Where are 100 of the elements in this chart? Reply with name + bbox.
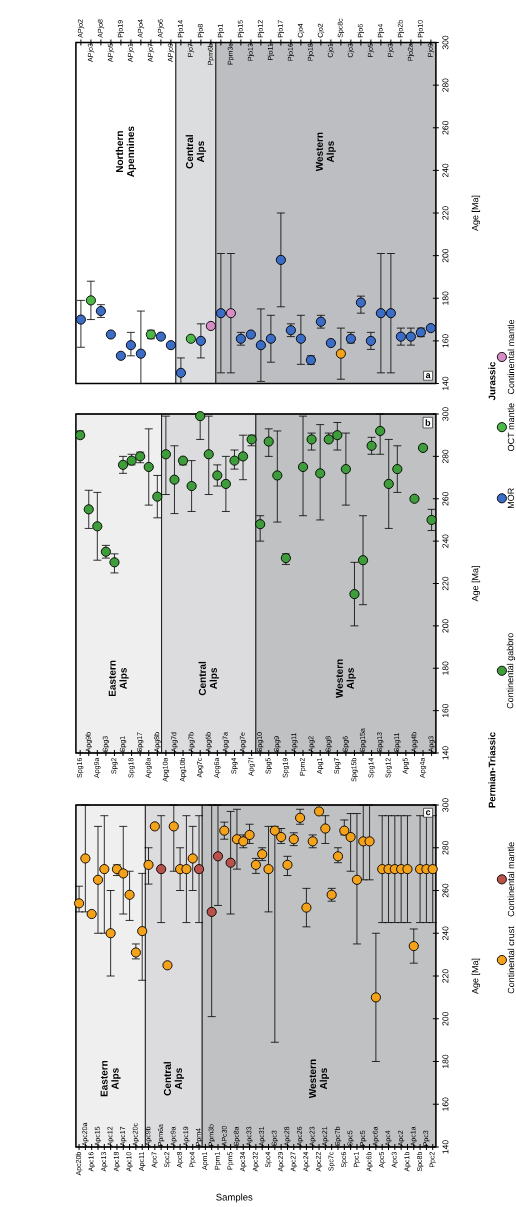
legend-label: Continental gabbro xyxy=(506,633,516,709)
band-label: Eastern Alps xyxy=(108,660,129,697)
y-tick-label: 180 xyxy=(442,661,449,675)
band-label: Eastern Alps xyxy=(100,1060,121,1097)
point xyxy=(74,898,85,909)
point xyxy=(205,320,216,332)
point xyxy=(124,889,135,900)
point xyxy=(255,340,266,351)
y-tick-label: 160 xyxy=(442,334,449,348)
legend-label: Continental mantle xyxy=(507,319,515,395)
point xyxy=(314,806,325,817)
point xyxy=(130,947,141,958)
band-label: Western Alps xyxy=(315,132,336,172)
point xyxy=(425,323,436,334)
legend-label: OCT mantle xyxy=(507,403,515,451)
point xyxy=(203,449,214,460)
point xyxy=(187,853,198,864)
y-tick-label: 180 xyxy=(442,1054,449,1068)
point xyxy=(75,314,87,325)
point xyxy=(143,461,154,473)
y-tick-label: 280 xyxy=(442,78,449,92)
legend-label: Continental crust xyxy=(507,926,515,994)
point xyxy=(345,832,356,843)
point xyxy=(335,348,346,359)
point xyxy=(135,348,146,359)
point xyxy=(185,333,196,344)
y-tick-label: 260 xyxy=(442,121,449,135)
y-tick-label: 260 xyxy=(442,883,449,898)
band-label: Central Alps xyxy=(185,135,207,169)
y-tick-label: 300 xyxy=(442,407,449,421)
point xyxy=(99,864,110,875)
point xyxy=(152,491,163,502)
point xyxy=(339,825,350,836)
point xyxy=(358,555,369,566)
point xyxy=(155,331,166,342)
point xyxy=(301,902,312,913)
annotation: b xyxy=(425,419,431,426)
point xyxy=(105,928,116,939)
point xyxy=(295,812,306,823)
y-tick-label: 200 xyxy=(442,248,449,263)
point xyxy=(315,468,326,479)
point xyxy=(225,857,236,868)
point xyxy=(93,874,104,885)
y-tick-label: 160 xyxy=(442,1097,449,1111)
y-tick-label: 180 xyxy=(442,291,449,305)
point xyxy=(219,825,230,836)
y-tick-label: 300 xyxy=(442,798,449,812)
band-label: Western Alps xyxy=(309,1059,330,1099)
legend-title: Jurassic xyxy=(488,362,496,401)
point xyxy=(156,864,167,875)
point xyxy=(186,481,197,492)
point xyxy=(213,851,224,862)
point xyxy=(366,440,377,451)
point xyxy=(162,960,173,971)
point xyxy=(115,350,126,361)
point xyxy=(109,557,120,568)
point xyxy=(370,992,381,1003)
legend-label: MOR xyxy=(507,488,515,509)
point xyxy=(383,478,394,489)
point xyxy=(275,254,286,265)
point xyxy=(105,329,117,340)
point xyxy=(364,836,375,847)
band-label: Northern Apennines xyxy=(115,126,137,177)
point xyxy=(351,874,363,885)
point xyxy=(92,521,103,532)
point xyxy=(178,455,189,466)
point xyxy=(265,333,276,344)
point xyxy=(263,436,274,447)
point xyxy=(395,331,406,342)
point xyxy=(320,823,331,834)
point xyxy=(83,504,94,515)
band-label: Western Alps xyxy=(335,659,356,699)
y-tick-label: 280 xyxy=(442,449,449,464)
point xyxy=(125,340,136,351)
point xyxy=(402,864,413,875)
y-tick-label: 280 xyxy=(442,841,449,855)
y-axis-title: Age [Ma] xyxy=(471,195,481,232)
y-tick-label: 220 xyxy=(442,576,449,591)
point xyxy=(165,340,176,351)
point xyxy=(195,411,206,422)
annotation: a xyxy=(425,373,431,379)
point xyxy=(426,514,437,525)
point xyxy=(332,430,343,441)
y-tick-label: 240 xyxy=(442,926,449,940)
y-tick-label: 160 xyxy=(442,703,449,718)
point xyxy=(206,906,217,917)
y-axis-title: Age [Ma] xyxy=(471,958,481,994)
point xyxy=(340,464,351,475)
point xyxy=(149,821,160,832)
point xyxy=(80,853,91,864)
band-label: Central Alps xyxy=(163,1062,185,1096)
point xyxy=(85,295,97,306)
y-tick-label: 300 xyxy=(442,35,449,50)
point xyxy=(181,864,192,875)
point xyxy=(225,308,236,319)
annotation: c xyxy=(426,810,431,816)
point xyxy=(349,589,360,600)
legend-label: Continental mantle xyxy=(507,842,515,917)
y-tick-label: 200 xyxy=(442,1012,449,1026)
y-tick-label: 220 xyxy=(442,206,449,220)
